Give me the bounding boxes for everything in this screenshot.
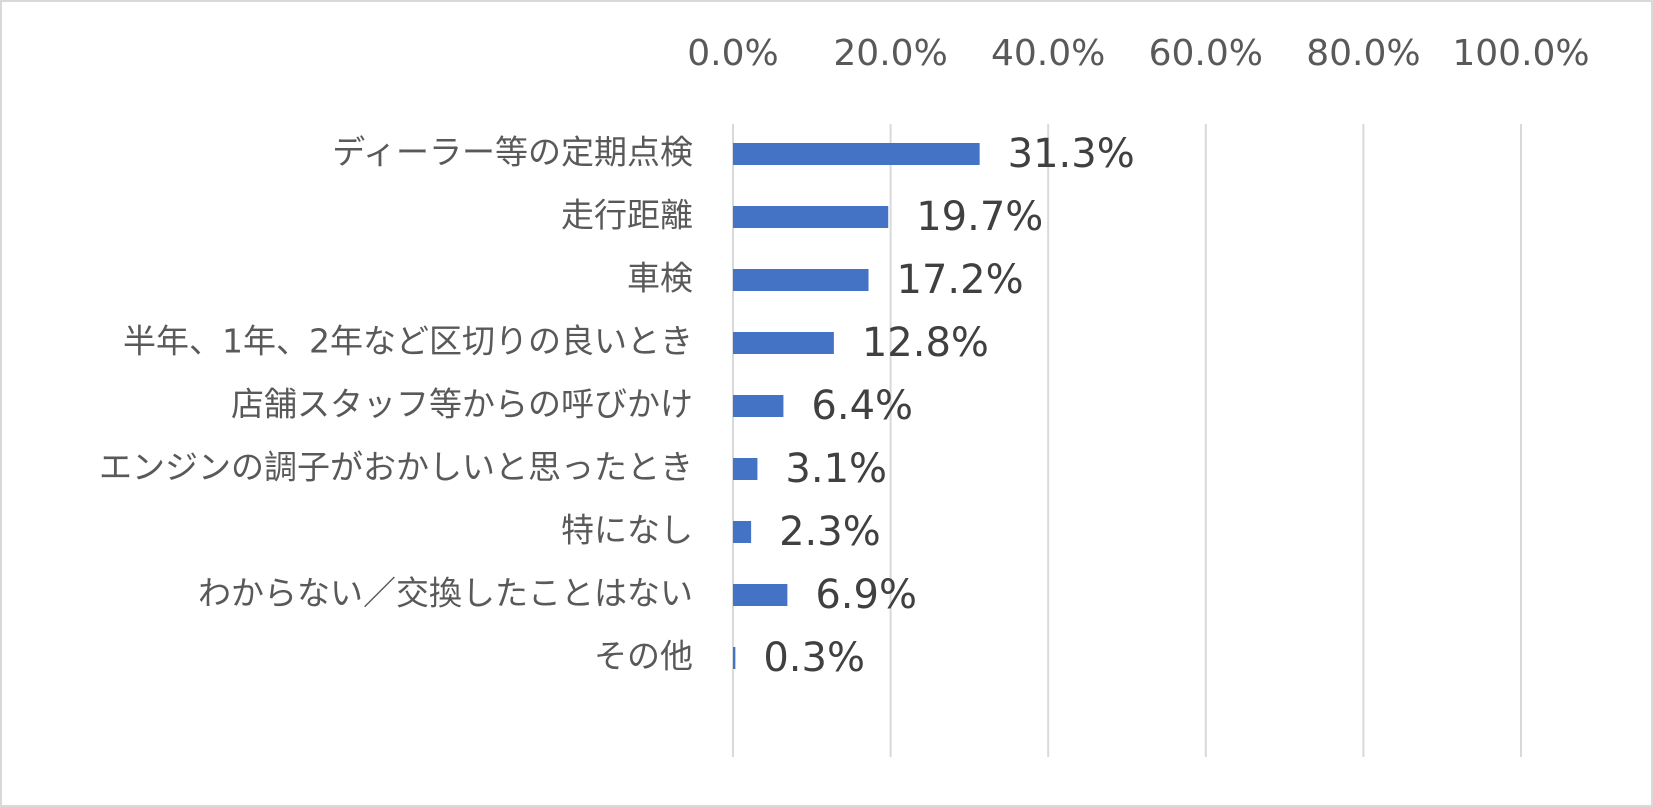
data-label: 6.4%: [811, 383, 913, 429]
bars: [733, 143, 980, 669]
category-label: 車検: [627, 259, 693, 298]
x-tick-label: 40.0%: [991, 33, 1105, 74]
bar: [733, 206, 889, 228]
data-label: 6.9%: [815, 572, 917, 618]
bar: [733, 332, 834, 354]
x-tick-label: 100.0%: [1452, 33, 1589, 74]
x-tick-label: 20.0%: [833, 33, 947, 74]
x-tick-label: 0.0%: [687, 33, 778, 74]
category-label: エンジンの調子がおかしいと思ったとき: [99, 448, 693, 487]
bar: [733, 647, 736, 669]
bar: [733, 143, 980, 165]
bar: [733, 521, 752, 543]
data-label: 12.8%: [862, 320, 989, 366]
data-label: 3.1%: [785, 446, 887, 492]
category-label: 店舗スタッフ等からの呼びかけ: [231, 385, 693, 424]
x-tick-label: 80.0%: [1306, 33, 1420, 74]
data-label: 19.7%: [916, 194, 1043, 240]
category-label: その他: [594, 637, 693, 676]
data-labels: 31.3% 19.7% 17.2% 12.8% 6.4% 3.1% 2.3% 6.9% 0.3%: [763, 131, 1134, 681]
data-label: 17.2%: [897, 257, 1024, 303]
x-axis-tick-labels: 0.0% 20.0% 40.0% 60.0% 80.0% 100.0%: [687, 33, 1589, 74]
data-label: 0.3%: [763, 635, 865, 681]
x-tick-label: 60.0%: [1149, 33, 1263, 74]
category-label: わからない／交換したことはない: [198, 574, 693, 613]
category-label: 走行距離: [561, 196, 693, 235]
data-label: 31.3%: [1008, 131, 1135, 177]
category-label: 半年、1年、2年など区切りの良いとき: [123, 322, 693, 361]
bar: [733, 458, 758, 480]
bar: [733, 584, 788, 606]
category-label: 特になし: [561, 511, 693, 550]
category-labels: ディーラー等の定期点検走行距離車検半年、1年、2年など区切りの良いとき店舗スタッ…: [99, 133, 693, 676]
category-label: ディーラー等の定期点検: [332, 133, 693, 172]
data-label: 2.3%: [779, 509, 881, 555]
bar: [733, 269, 869, 291]
bar: [733, 395, 784, 417]
